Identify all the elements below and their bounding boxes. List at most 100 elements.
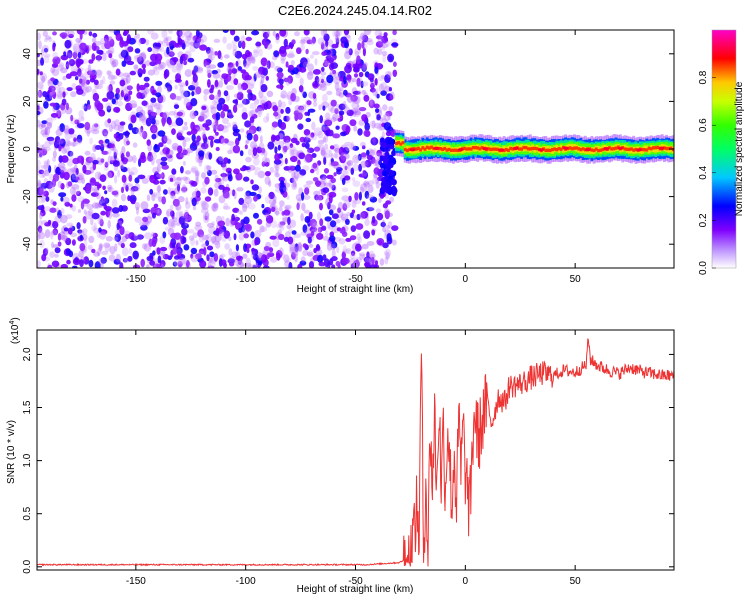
heatmap-band-cell [590,148,594,152]
heatmap-speckle [52,228,59,236]
heatmap-speckle [39,182,45,192]
heatmap-speckle [276,224,282,229]
heatmap-speckle [376,149,383,157]
heatmap-speckle [203,215,210,224]
heatmap-speckle [104,40,112,50]
heatmap-speckle [82,233,88,241]
heatmap-speckle [210,106,217,115]
heatmap-speckle [41,75,46,84]
heatmap-speckle [41,44,50,54]
heatmap-speckle [203,109,210,119]
heatmap-speckle [211,100,217,106]
heatmap-speckle [301,36,305,44]
heatmap-speckle [128,247,132,255]
heatmap-speckle [317,160,322,166]
heatmap-speckle [66,259,71,265]
heatmap-speckle [304,142,310,149]
heatmap-speckle [100,158,105,163]
heatmap-speckle [378,83,384,93]
heatmap-speckle [92,202,100,209]
heatmap-speckle [347,79,354,84]
heatmap-speckle [329,204,337,211]
heatmap-speckle [139,114,147,122]
heatmap-speckle [244,144,248,150]
heatmap-speckle [303,129,311,136]
heatmap-speckle [214,51,218,56]
heatmap-speckle [112,212,120,218]
heatmap-speckle [249,191,257,197]
heatmap-speckle [88,59,94,64]
heatmap-band-cell [665,146,668,151]
heatmap-speckle [160,156,168,162]
heatmap-speckle [200,34,208,43]
heatmap-speckle [176,30,183,37]
heatmap-speckle [344,141,353,146]
heatmap-speckle [85,156,94,163]
heatmap-speckle [149,252,154,259]
heatmap-speckle [372,136,376,146]
heatmap-speckle [302,91,308,99]
heatmap-speckle [257,252,263,261]
heatmap-speckle [187,57,195,63]
heatmap-speckle [253,212,259,219]
colorbar-tick-label: 0.6 [698,118,709,132]
heatmap-speckle [132,155,137,164]
heatmap-speckle [324,143,329,150]
heatmap-speckle [98,227,102,233]
heatmap-speckle [204,215,208,221]
heatmap-speckle [142,130,148,140]
heatmap-speckle [205,140,210,150]
heatmap-speckle [92,144,97,153]
heatmap-speckle [320,42,325,50]
heatmap-speckle [388,87,392,92]
heatmap-speckle [215,111,221,121]
heatmap-speckle [363,230,371,239]
heatmap-speckle [172,57,179,63]
heatmap-speckle [371,215,376,224]
heatmap-speckle [204,119,212,125]
heatmap-speckle [59,123,65,133]
heatmap-band-cell [557,147,561,151]
y-tick-label: 20 [22,95,33,107]
heatmap-speckle [136,92,143,99]
heatmap-speckle [98,258,106,265]
heatmap-speckle [122,258,128,263]
heatmap-speckle [170,210,175,217]
heatmap-speckle [298,105,305,111]
heatmap-speckle [45,94,53,102]
heatmap-speckle [171,168,177,175]
heatmap-speckle [250,94,257,101]
heatmap-speckle [176,152,184,160]
heatmap-speckle [83,256,90,265]
heatmap-speckle [291,251,296,260]
heatmap-speckle [349,258,356,267]
heatmap-speckle [112,236,119,241]
heatmap-speckle [52,52,58,59]
heatmap-speckle [234,216,241,222]
heatmap-speckle [204,196,212,202]
snr-x-axis-label: Height of straight line (km) [297,584,414,595]
heatmap-speckle [129,242,137,249]
heatmap-band-cell [612,147,616,151]
heatmap-speckle [308,261,315,268]
heatmap-speckle [154,60,158,65]
heatmap-speckle [143,76,150,82]
heatmap-speckle [107,118,112,124]
heatmap-speckle [297,241,302,249]
heatmap-speckle [232,104,238,114]
heatmap-speckle [61,98,67,106]
heatmap-speckle [287,216,291,226]
heatmap-speckle [55,207,60,213]
heatmap-speckle [63,144,70,154]
heatmap-speckle [165,36,172,42]
heatmap-speckle [384,40,391,47]
heatmap-band-cell [623,147,627,151]
heatmap-speckle [177,145,183,153]
exponent-prefix: (x10 [10,324,21,344]
heatmap-speckle [293,110,299,116]
heatmap-speckle [84,85,93,93]
heatmap-speckle [82,198,90,204]
heatmap-speckle [342,203,348,211]
heatmap-speckle [99,79,104,85]
heatmap-speckle [50,231,54,240]
